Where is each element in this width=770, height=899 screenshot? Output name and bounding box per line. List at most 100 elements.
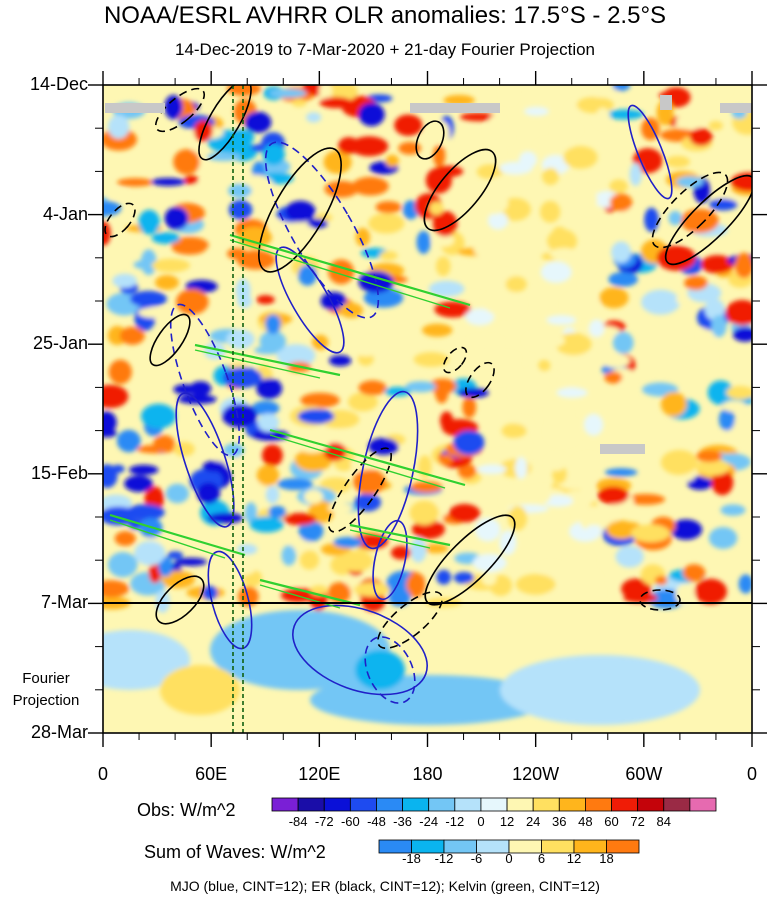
anomaly-cell [644, 207, 659, 232]
anomaly-cell [626, 493, 666, 505]
anomaly-cell [665, 155, 691, 168]
anomaly-cell [722, 400, 747, 413]
anomaly-cell [599, 287, 629, 309]
anomaly-cell [138, 209, 160, 235]
anomaly-cell [525, 332, 566, 349]
anomaly-cell [578, 187, 598, 213]
anomaly-cell [265, 314, 281, 334]
anomaly-cell [358, 380, 387, 396]
er-contour [155, 575, 205, 625]
colorbar-swatch [297, 797, 325, 812]
x-tick-label: 180 [412, 764, 443, 784]
chart-title: NOAA/ESRL AVHRR OLR anomalies: 17.5°S - … [103, 2, 667, 29]
er-contour [377, 591, 443, 649]
anomaly-cell [730, 172, 752, 192]
colorbar-swatch [271, 797, 299, 812]
anomaly-cell [575, 455, 600, 466]
anomaly-cell [474, 517, 501, 542]
anomaly-cell [249, 516, 284, 533]
er-contour [423, 148, 497, 232]
anomaly-cell [320, 291, 347, 311]
anomaly-cell [173, 441, 195, 457]
x-tick-label: 0 [97, 764, 108, 784]
anomaly-cell [684, 350, 715, 365]
anomaly-cell [546, 419, 580, 444]
anomaly-cell [460, 112, 497, 122]
anomaly-cell [564, 569, 600, 589]
anomaly-cell [576, 96, 614, 114]
anomaly-cell [696, 458, 730, 476]
anomaly-cell [327, 503, 354, 513]
anomaly-cell [379, 251, 398, 261]
projection-anomaly [210, 610, 390, 690]
colorbar-swatch [689, 797, 717, 812]
missing-data-bar [660, 95, 672, 110]
anomaly-cell [116, 429, 141, 453]
anomaly-cell [514, 457, 528, 479]
anomaly-cell [581, 279, 601, 289]
anomaly-cell [368, 437, 399, 455]
er-contour [104, 202, 136, 238]
colorbar-swatch [585, 797, 612, 812]
missing-data-bar [410, 103, 500, 113]
anomaly-cell [567, 103, 581, 118]
anomaly-cell [177, 394, 217, 405]
olr-anomaly-field [103, 85, 752, 725]
anomaly-cell [448, 503, 481, 523]
anomaly-cell [676, 176, 704, 188]
mjo-contour [175, 392, 235, 528]
anomaly-cell [353, 469, 386, 495]
anomaly-cell [103, 494, 132, 512]
er-contour [149, 313, 191, 367]
anomaly-cell [619, 207, 638, 226]
anomaly-cell [251, 400, 280, 416]
anomaly-cell [428, 378, 457, 394]
anomaly-cell [501, 423, 527, 439]
mjo-contour [275, 246, 345, 354]
anomaly-cell [339, 302, 364, 319]
anomaly-cell [709, 198, 738, 211]
anomaly-cell [207, 512, 244, 524]
colorbar-tick-label: 36 [552, 814, 567, 829]
anomaly-cell [720, 504, 746, 516]
anomaly-cell [148, 562, 162, 584]
kelvin-contour [259, 578, 361, 607]
anomaly-cell [502, 85, 517, 103]
anomaly-cell [559, 351, 597, 372]
kelvin-contour [349, 529, 431, 549]
anomaly-cell [347, 392, 378, 412]
anomaly-cell [232, 482, 269, 494]
anomaly-cell [519, 151, 537, 169]
anomaly-cell [509, 438, 529, 454]
anomaly-cell [108, 189, 128, 199]
anomaly-cell [222, 367, 263, 388]
mjo-contour [372, 519, 408, 601]
anomaly-cell [411, 519, 446, 539]
anomaly-cell [221, 403, 258, 428]
er-contour [651, 171, 729, 249]
colorbar-swatch [558, 797, 586, 812]
kelvin-contour [109, 513, 246, 557]
mjo-contour [364, 636, 416, 704]
anomaly-cell [338, 137, 360, 155]
anomaly-cell [406, 572, 426, 598]
anomaly-cell [555, 332, 592, 356]
anomaly-cell [632, 148, 663, 174]
anomaly-cell [732, 327, 752, 342]
colorbar-tick-label: 12 [499, 814, 515, 829]
anomaly-cell [680, 208, 719, 234]
anomaly-cell [103, 201, 122, 217]
anomaly-cell [547, 229, 578, 254]
anomaly-cell [481, 570, 497, 586]
anomaly-cell [547, 404, 571, 424]
anomaly-cell [601, 353, 630, 368]
anomaly-cell [511, 379, 549, 405]
missing-data-bar [105, 103, 165, 113]
anomaly-cell [546, 315, 577, 325]
anomaly-cell [699, 325, 717, 350]
anomaly-cell [108, 359, 132, 385]
er-contour [664, 174, 752, 266]
anomaly-cell [228, 183, 252, 198]
anomaly-cell [434, 120, 450, 147]
